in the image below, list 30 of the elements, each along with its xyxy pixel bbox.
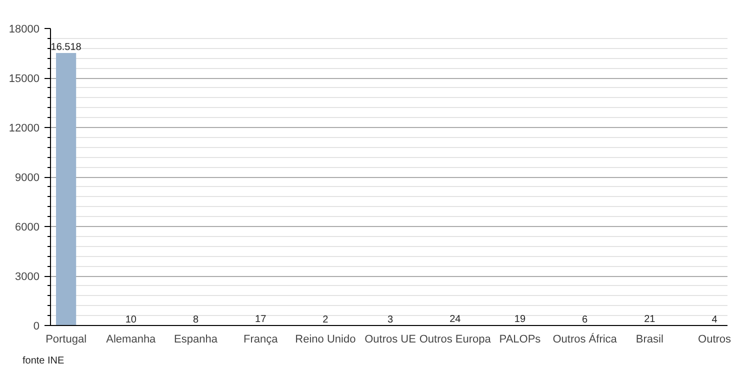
x-tick-label: Brasil [636,334,664,346]
y-tick-label: 15000 [8,73,40,85]
x-tick-label: Outros África [552,332,618,346]
data-label: 4 [712,314,718,326]
x-tick-label: Reino Unido [295,334,356,346]
y-tick-label: 6000 [15,222,40,234]
x-tick-label: França [243,334,279,346]
x-tick-label: Espanha [174,334,218,346]
y-tick-label: 3000 [15,271,40,283]
x-tick-label: Alemanha [106,334,157,346]
x-tick-label: Outros [698,334,732,346]
data-label: 3 [388,314,394,326]
data-label: 16.518 [50,42,82,53]
y-tick-label: 9000 [15,172,40,184]
data-label: 17 [255,314,267,326]
data-label: 8 [192,314,199,326]
y-tick-label: 12000 [8,122,40,134]
y-tick-label: 18000 [8,24,40,36]
x-tick-label: Outros Europa [419,334,492,346]
x-tick-label: Outros UE [364,334,416,346]
data-label: 2 [322,314,329,326]
data-label: 21 [644,314,656,326]
data-label: 19 [514,314,526,326]
x-tick-label: Portugal [46,334,87,346]
source-note: fonte INE [22,356,65,366]
data-label: 10 [125,314,137,326]
y-tick-label: 0 [33,320,40,332]
data-label: 24 [450,314,462,326]
x-tick-label: PALOPs [499,334,542,346]
data-label: 6 [582,314,588,326]
